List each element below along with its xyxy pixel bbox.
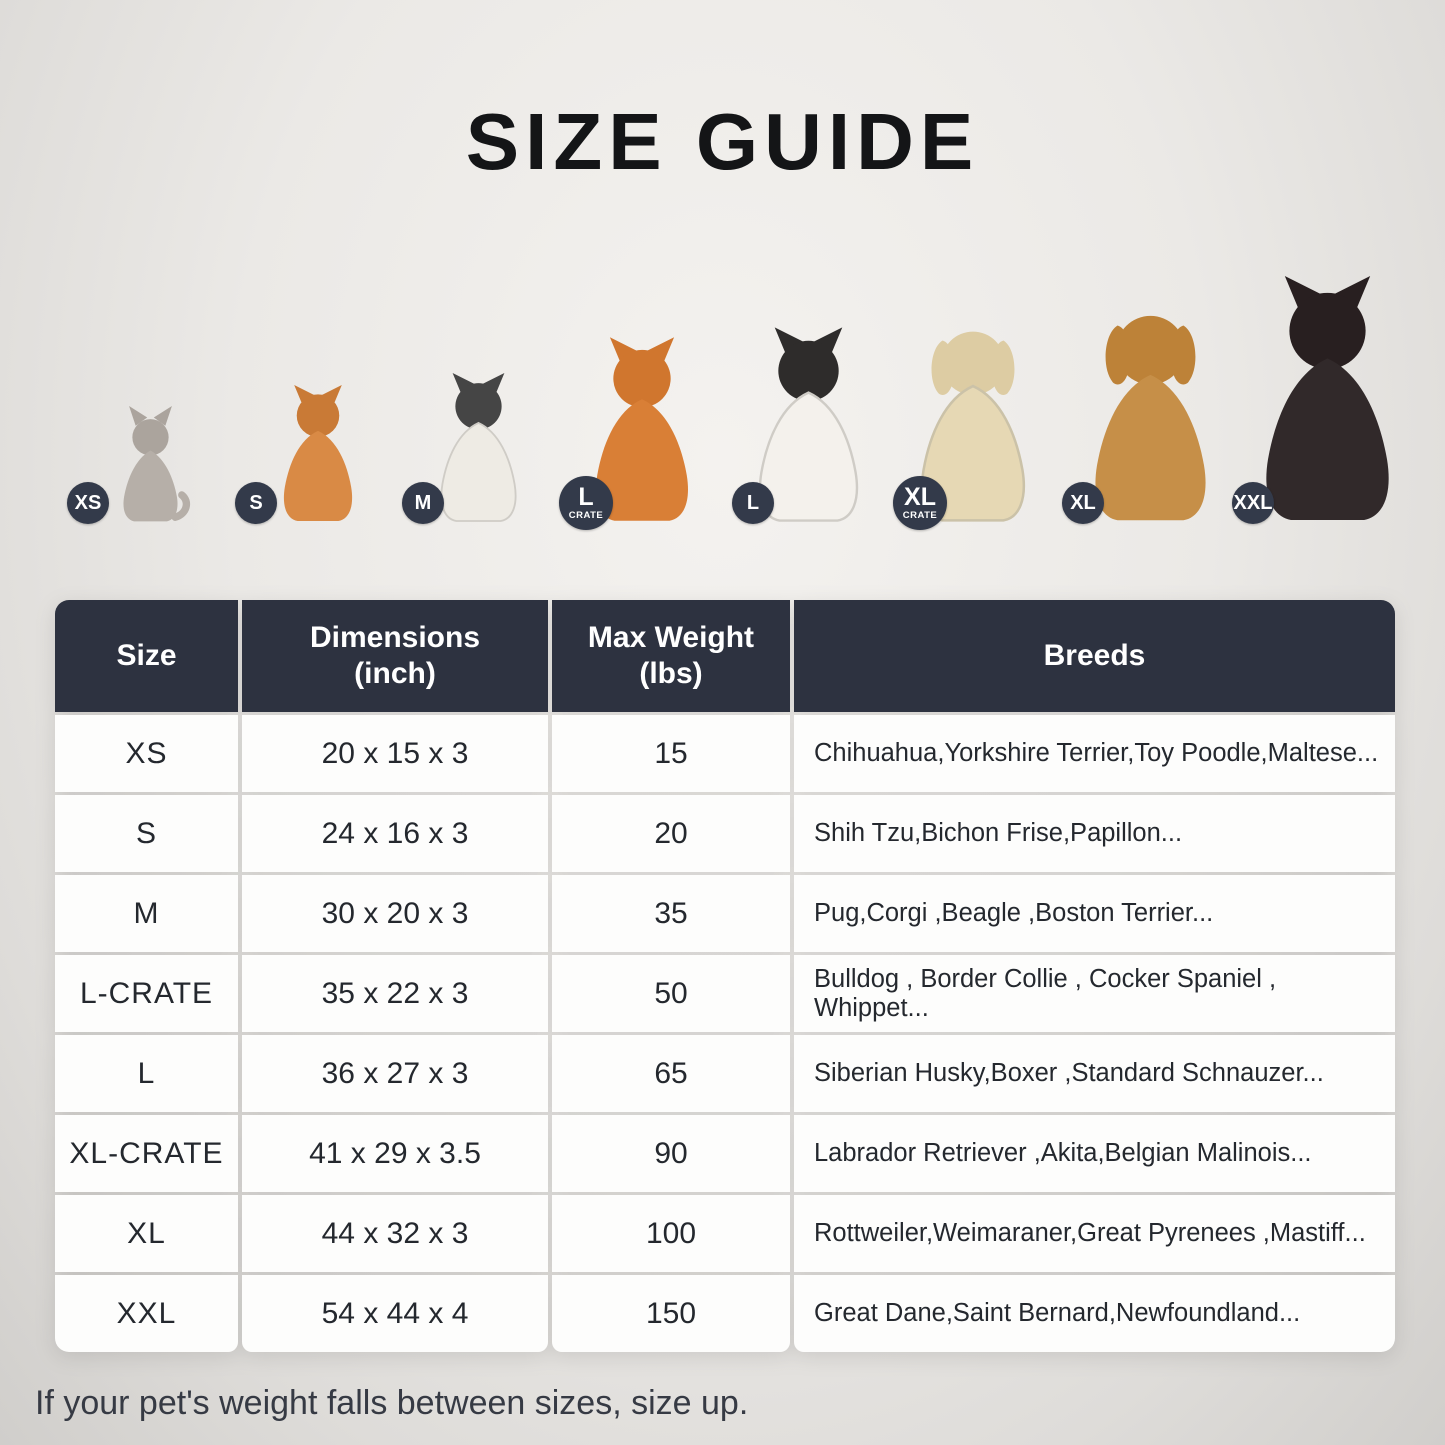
cell-breeds: Shih Tzu,Bichon Frise,Papillon...	[794, 795, 1395, 872]
cell-breeds: Rottweiler,Weimaraner,Great Pyrenees ,Ma…	[794, 1195, 1395, 1272]
cell-size: XS	[55, 715, 238, 792]
pet-size-row: XS S M L CRATE L XL CRATE XL XXL	[0, 258, 1445, 530]
size-badge-m: M	[402, 482, 444, 524]
cell-breeds: Chihuahua,Yorkshire Terrier,Toy Poodle,M…	[794, 715, 1395, 792]
cell-dimensions: 24 x 16 x 3	[242, 795, 548, 872]
size-badge-l: L	[732, 482, 774, 524]
cell-max-weight: 15	[552, 715, 790, 792]
sizing-footnote: If your pet's weight falls between sizes…	[35, 1384, 749, 1422]
cell-breeds: Pug,Corgi ,Beagle ,Boston Terrier...	[794, 875, 1395, 952]
header-max-weight: Max Weight (lbs)	[552, 600, 790, 712]
cell-max-weight: 100	[552, 1195, 790, 1272]
cell-max-weight: 20	[552, 795, 790, 872]
cell-size: L-CRATE	[55, 955, 238, 1032]
pomeranian-illustration	[267, 383, 369, 528]
cell-breeds: Bulldog , Border Collie , Cocker Spaniel…	[794, 955, 1395, 1032]
cell-size: L	[55, 1035, 238, 1112]
cell-dimensions: 36 x 27 x 3	[242, 1035, 548, 1112]
size-guide-table: Size Dimensions (inch) Max Weight (lbs) Br…	[55, 600, 1395, 1352]
header-breeds: Breeds	[794, 600, 1395, 712]
cell-size: M	[55, 875, 238, 952]
cell-breeds: Great Dane,Saint Bernard,Newfoundland...	[794, 1275, 1395, 1352]
size-badge-xs: XS	[67, 482, 109, 524]
cell-max-weight: 90	[552, 1115, 790, 1192]
cell-max-weight: 65	[552, 1035, 790, 1112]
cell-dimensions: 35 x 22 x 3	[242, 955, 548, 1032]
cell-dimensions: 41 x 29 x 3.5	[242, 1115, 548, 1192]
cell-dimensions: 54 x 44 x 4	[242, 1275, 548, 1352]
cell-max-weight: 150	[552, 1275, 790, 1352]
cat-illustration	[101, 401, 200, 528]
page-title: SIZE GUIDE	[465, 97, 980, 186]
size-badge-s: S	[235, 482, 277, 524]
size-badge-xl-crate: XL CRATE	[893, 476, 947, 530]
cell-size: XL-CRATE	[55, 1115, 238, 1192]
cell-breeds: Siberian Husky,Boxer ,Standard Schnauzer…	[794, 1035, 1395, 1112]
cell-dimensions: 30 x 20 x 3	[242, 875, 548, 952]
cell-dimensions: 44 x 32 x 3	[242, 1195, 548, 1272]
cell-size: XL	[55, 1195, 238, 1272]
cell-size: XXL	[55, 1275, 238, 1352]
header-size: Size	[55, 600, 238, 712]
size-badge-l-crate: L CRATE	[559, 476, 613, 530]
size-badge-xxl: XXL	[1232, 482, 1274, 524]
header-dimensions: Dimensions (inch)	[242, 600, 548, 712]
cell-dimensions: 20 x 15 x 3	[242, 715, 548, 792]
cell-breeds: Labrador Retriever ,Akita,Belgian Malino…	[794, 1115, 1395, 1192]
cell-max-weight: 35	[552, 875, 790, 952]
cell-max-weight: 50	[552, 955, 790, 1032]
cell-size: S	[55, 795, 238, 872]
size-badge-xl: XL	[1062, 482, 1104, 524]
